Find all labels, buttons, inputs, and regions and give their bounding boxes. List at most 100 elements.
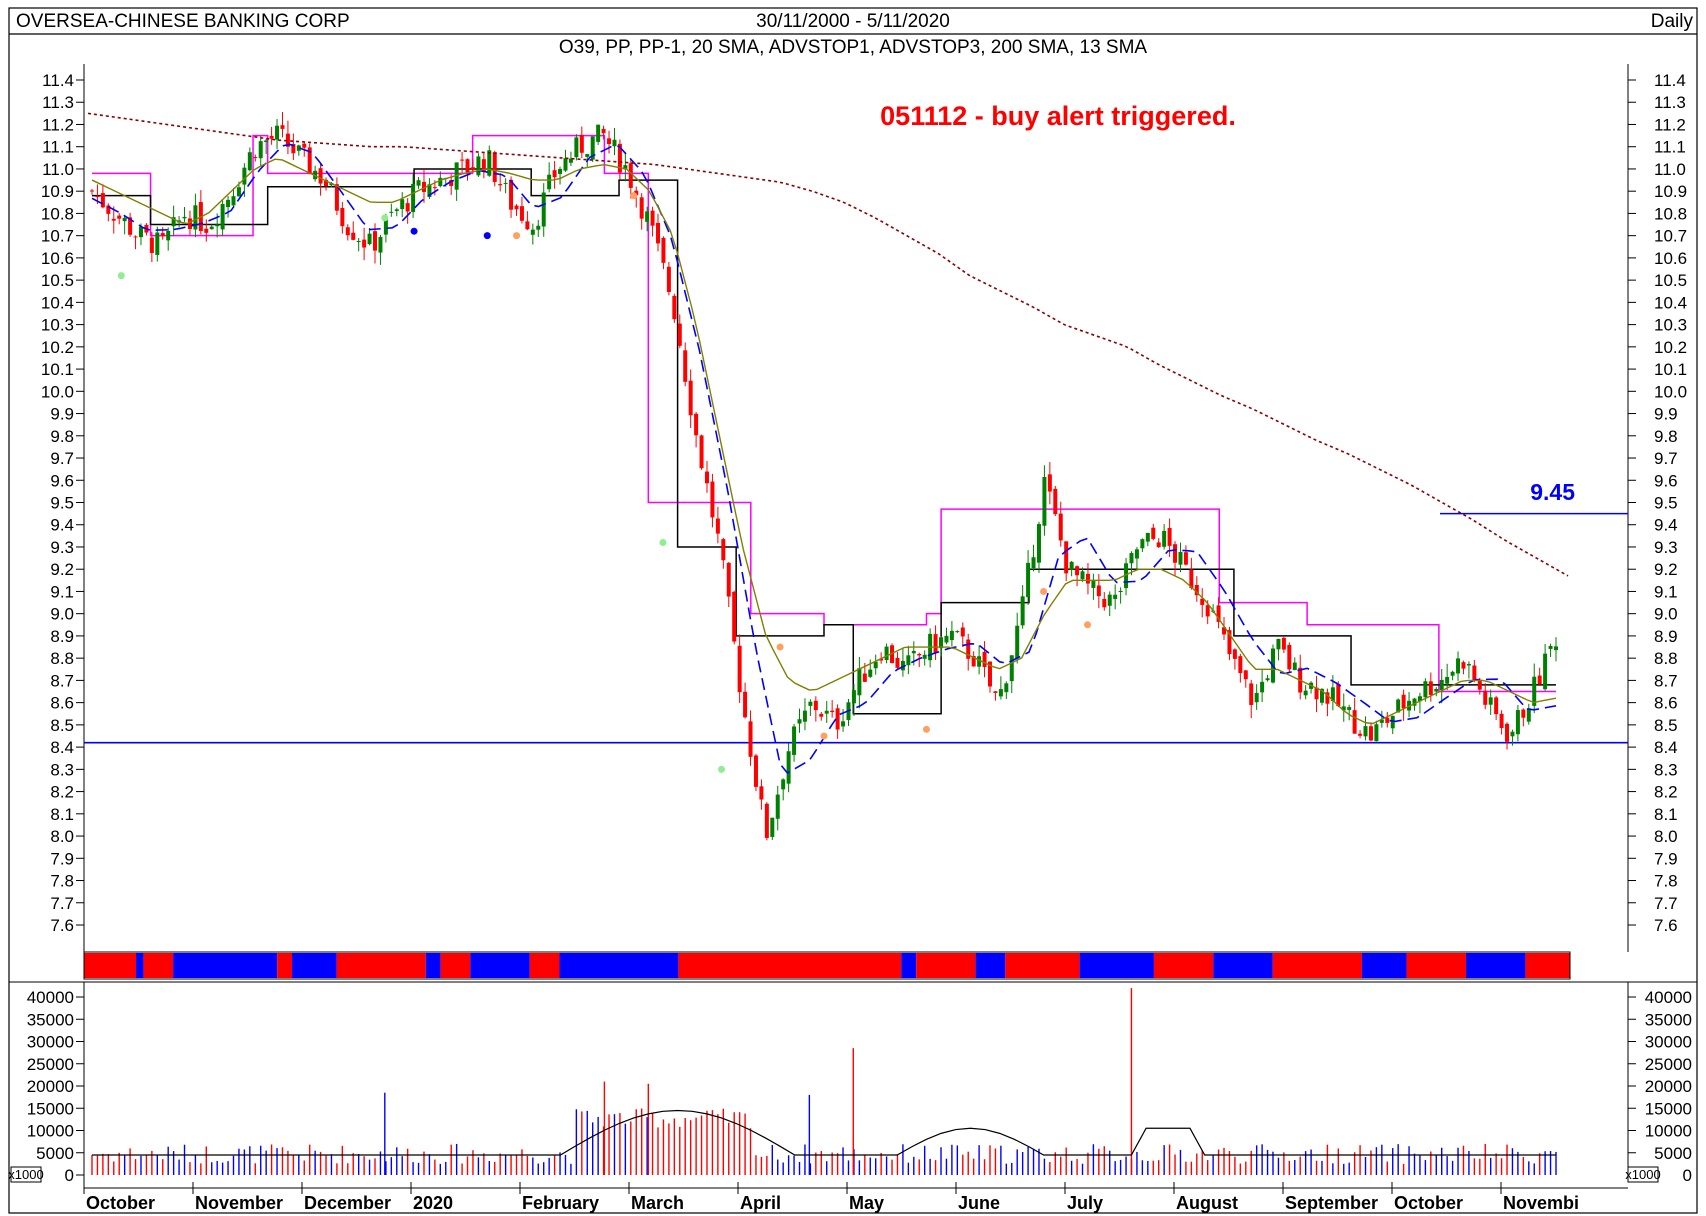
candle-body (857, 668, 862, 696)
candle-body (1254, 692, 1259, 703)
signal-markers (117, 192, 1092, 773)
candle-body (1363, 726, 1368, 737)
candle-body (998, 689, 1003, 697)
candle-body (193, 205, 198, 230)
candle-body (1227, 630, 1232, 655)
candle-body (1167, 527, 1172, 546)
candle-body (171, 217, 176, 227)
candle-body (421, 181, 426, 192)
candle-body (236, 187, 241, 197)
candle-body (797, 719, 802, 724)
candle-body (1532, 676, 1537, 706)
candle-body (1439, 679, 1444, 691)
candle-body (351, 232, 356, 240)
candle-body (345, 227, 350, 236)
candle-body (830, 710, 835, 713)
candle-body (612, 139, 617, 147)
candle-body (1358, 733, 1363, 736)
price-tick-label-right: 8.6 (1654, 694, 1678, 713)
candle-body (748, 721, 753, 757)
price-tick-label-left: 9.4 (50, 516, 74, 535)
price-tick-label-left: 11.0 (42, 160, 74, 179)
candle-body (1047, 474, 1052, 492)
price-tick-label-right: 7.6 (1654, 916, 1678, 935)
candle-body (1483, 690, 1488, 705)
candle-body (1548, 645, 1553, 649)
trend-band-segment (1153, 953, 1214, 978)
candle-body (220, 203, 225, 230)
candle-body (231, 196, 236, 206)
candle-body (269, 135, 274, 139)
month-label: October (86, 1193, 155, 1213)
candle-body (1276, 638, 1281, 650)
volume-multiplier-right-text: x1000 (1625, 1167, 1660, 1182)
candle-body (1494, 697, 1499, 715)
price-tick-label-left: 9.7 (50, 449, 74, 468)
candle-body (715, 518, 720, 534)
month-label: June (958, 1193, 1000, 1213)
candle-body (1417, 696, 1422, 702)
price-tick-label-right: 9.4 (1654, 516, 1678, 535)
candle-body (1178, 551, 1183, 565)
candle-body (487, 150, 492, 176)
candle-body (1314, 687, 1319, 700)
candle-body (373, 231, 378, 251)
signal-dot (776, 643, 784, 651)
candle-body (574, 137, 579, 158)
candle-body (1428, 681, 1433, 695)
candle-body (1058, 513, 1063, 541)
candle-body (253, 157, 258, 159)
candle-body (1319, 688, 1324, 703)
candle-body (873, 661, 878, 669)
candle-body (449, 180, 454, 186)
candle-body (1472, 665, 1477, 681)
candle-body (1456, 658, 1461, 674)
trend-band-segment (292, 953, 337, 978)
candle-body (1194, 584, 1199, 596)
candle-body (291, 143, 296, 154)
candle-body (122, 217, 127, 222)
candle-body (498, 184, 503, 186)
price-tick-label-left: 9.9 (50, 405, 74, 424)
price-tick-label-left: 8.0 (50, 827, 74, 846)
candle-body (405, 203, 410, 212)
candle-body (585, 154, 590, 157)
volume-tick-label-right: 35000 (1645, 1010, 1692, 1029)
candle-body (100, 193, 105, 208)
candle-body (639, 197, 644, 219)
candle-body (432, 187, 437, 189)
candle-body (895, 657, 900, 668)
candle-body (955, 631, 960, 633)
price-tick-label-right: 7.7 (1654, 894, 1678, 913)
period-label: Daily (1651, 11, 1694, 32)
candle-body (465, 159, 470, 173)
candle-body (949, 630, 954, 641)
candle-body (1445, 676, 1450, 684)
candle-body (1162, 530, 1167, 547)
price-tick-label-left: 8.4 (50, 738, 74, 757)
candle-body (656, 222, 661, 244)
price-tick-label-right: 8.5 (1654, 716, 1678, 735)
candle-body (400, 199, 405, 210)
signal-dot (820, 732, 828, 740)
price-tick-label-left: 11.4 (42, 71, 74, 90)
candle-body (759, 786, 764, 800)
candle-body (1515, 710, 1520, 735)
candle-body (318, 168, 323, 184)
signal-dot (1084, 621, 1092, 629)
price-tick-label-right: 10.5 (1654, 271, 1687, 290)
price-tick-label-right: 8.0 (1654, 827, 1678, 846)
candle-body (1238, 656, 1243, 674)
candle-body (209, 226, 214, 230)
candle-body (977, 656, 982, 667)
candle-body (427, 184, 432, 197)
price-tick-label-left: 10.3 (41, 316, 74, 335)
candle-body (187, 218, 192, 229)
candle-body (770, 817, 775, 837)
candle-body (1368, 726, 1373, 741)
candle-body (1330, 687, 1335, 702)
candle-body (1020, 596, 1025, 626)
candle-body (699, 435, 704, 469)
month-label: Novembi (1503, 1193, 1579, 1213)
candle-body (1096, 585, 1101, 597)
